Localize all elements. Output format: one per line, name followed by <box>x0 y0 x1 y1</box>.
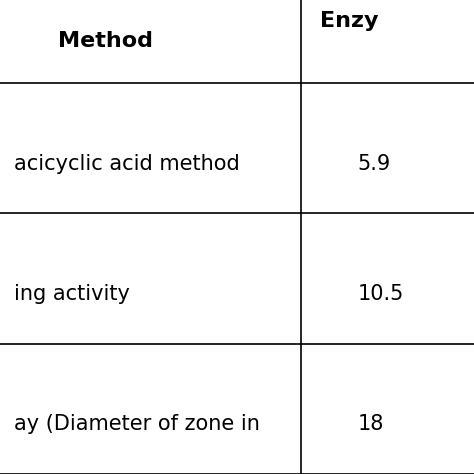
Text: acicyclic acid method: acicyclic acid method <box>14 154 240 174</box>
Text: 18: 18 <box>358 414 384 435</box>
Text: Method: Method <box>58 31 153 52</box>
Text: Enzy: Enzy <box>320 11 378 31</box>
Text: 10.5: 10.5 <box>358 284 404 304</box>
Text: ay (Diameter of zone in: ay (Diameter of zone in <box>14 414 260 435</box>
Text: ing activity: ing activity <box>14 284 130 304</box>
Text: 5.9: 5.9 <box>358 154 391 174</box>
